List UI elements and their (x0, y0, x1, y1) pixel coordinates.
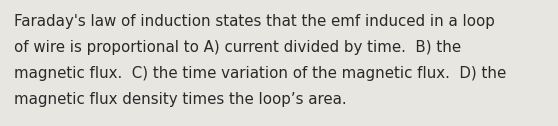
Text: Faraday's law of induction states that the emf induced in a loop: Faraday's law of induction states that t… (14, 14, 495, 29)
Text: magnetic flux density times the loop’s area.: magnetic flux density times the loop’s a… (14, 92, 347, 107)
Text: magnetic flux.  C) the time variation of the magnetic flux.  D) the: magnetic flux. C) the time variation of … (14, 66, 506, 81)
Text: of wire is proportional to A) current divided by time.  B) the: of wire is proportional to A) current di… (14, 40, 461, 55)
